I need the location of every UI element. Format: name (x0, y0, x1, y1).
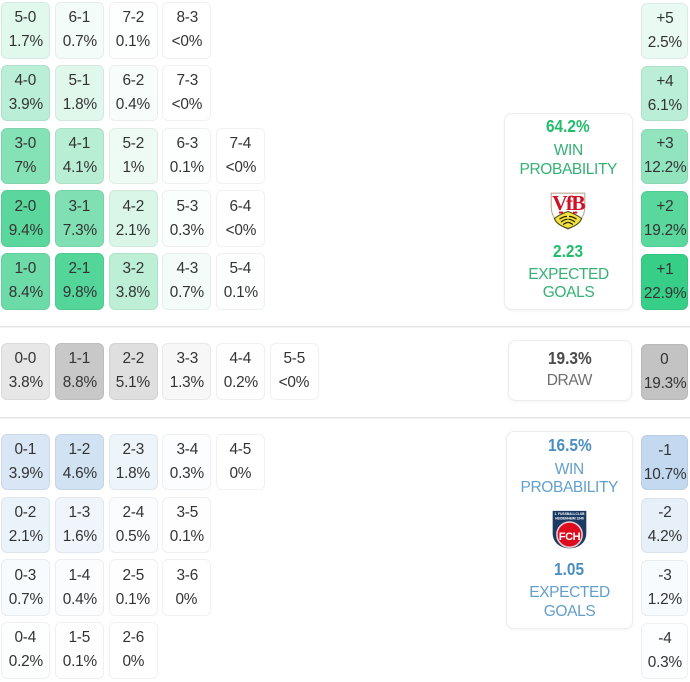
svg-text:FCH: FCH (559, 531, 581, 543)
svg-text:HEIDENHEIM 1846: HEIDENHEIM 1846 (555, 516, 584, 520)
svg-text:VfB: VfB (552, 192, 585, 215)
svg-text:1. FUSSBALLCLUB: 1. FUSSBALLCLUB (554, 512, 585, 516)
